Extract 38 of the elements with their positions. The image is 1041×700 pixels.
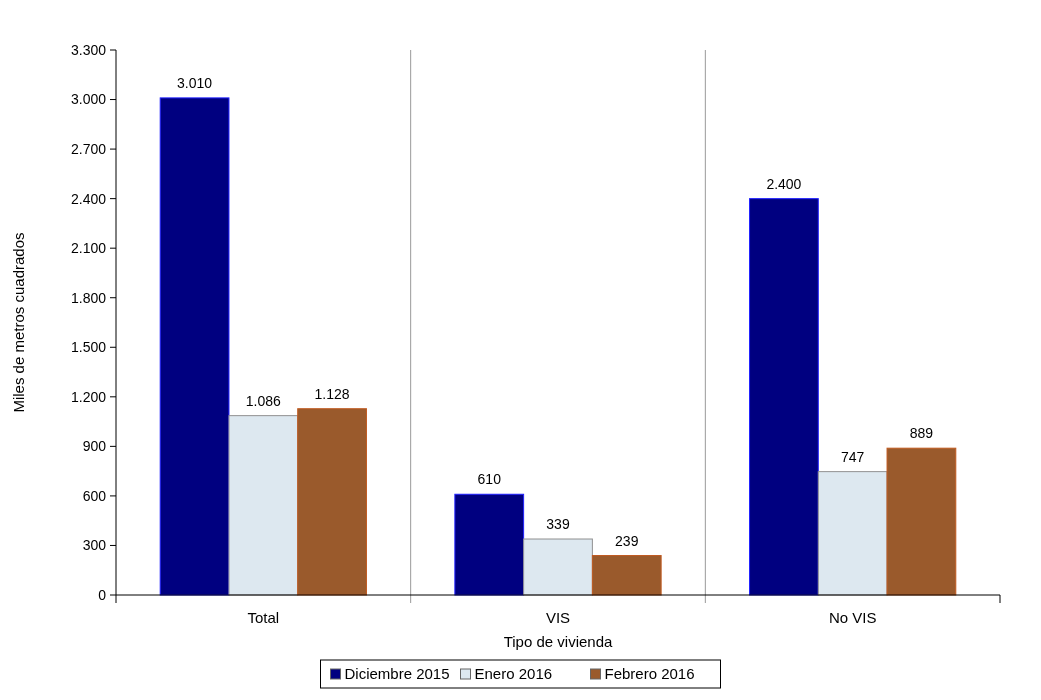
y-tick-label: 3.000 xyxy=(70,91,107,108)
y-tick-label: 3.300 xyxy=(70,41,107,58)
y-tick-label: 0 xyxy=(98,586,107,603)
x-tick-label: Total xyxy=(247,609,280,626)
bar xyxy=(591,555,662,596)
bar xyxy=(523,538,593,596)
x-tick-label: No VIS xyxy=(828,609,877,626)
y-tick-label: 2.700 xyxy=(70,140,107,157)
data-label: 889 xyxy=(909,425,934,442)
y-tick-label: 2.400 xyxy=(70,190,107,207)
y-tick-label: 1.500 xyxy=(70,339,107,356)
data-label: 2.400 xyxy=(766,175,802,192)
bar xyxy=(817,471,888,596)
legend-label: Diciembre 2015 xyxy=(344,665,450,682)
legend-label: Enero 2016 xyxy=(474,665,553,682)
data-label: 339 xyxy=(546,516,570,533)
data-label: 747 xyxy=(840,448,865,465)
data-label: 1.086 xyxy=(245,392,282,409)
y-tick-label: 300 xyxy=(82,537,107,554)
bar xyxy=(454,493,525,596)
legend-label: Febrero 2016 xyxy=(604,665,695,682)
bar xyxy=(749,198,819,596)
bar xyxy=(297,408,367,596)
y-tick-label: 2.100 xyxy=(70,240,107,257)
data-label: 1.128 xyxy=(314,385,350,402)
y-tick-label: 1.200 xyxy=(70,388,107,405)
data-label: 239 xyxy=(615,532,639,549)
y-tick-label: 600 xyxy=(82,487,107,504)
y-tick-label: 900 xyxy=(82,438,107,455)
data-label: 3.010 xyxy=(177,74,213,91)
x-axis-title: Tipo de vivienda xyxy=(503,633,613,650)
bar xyxy=(886,447,957,596)
bar xyxy=(228,415,299,596)
x-tick-label: VIS xyxy=(545,609,571,626)
y-axis-title: Miles de metros cuadrados xyxy=(10,232,27,413)
y-tick-label: 1.800 xyxy=(70,289,107,306)
bar xyxy=(159,97,230,596)
data-label: 610 xyxy=(477,471,502,488)
